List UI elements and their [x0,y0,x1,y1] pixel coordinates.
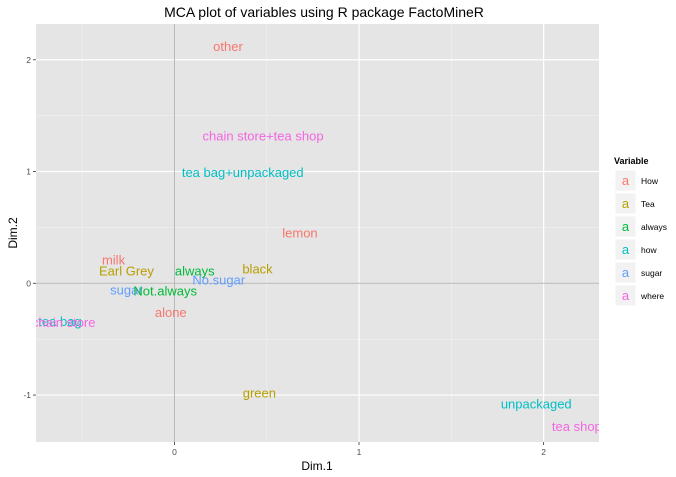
point-label: Earl Grey [99,264,154,279]
point-label: alone [155,305,187,320]
legend-label: how [641,245,657,255]
point-label: tea bag+unpackaged [182,165,304,180]
y-axis-title: Dim.2 [6,217,20,249]
point-label: always [175,264,215,279]
x-tick-label: 0 [172,447,177,457]
legend-label: always [641,222,667,232]
plot-panel [36,24,599,442]
point-label: tea bag [38,314,81,329]
legend-key-glyph: a [622,265,630,280]
point-label: chain store+tea shop [203,128,324,143]
legend-title: Variable [614,156,649,166]
y-tick-label: 0 [26,278,31,288]
y-tick-label: 1 [26,167,31,177]
y-tick-label: 2 [26,55,31,65]
x-tick-label: 2 [541,447,546,457]
legend-label: where [640,291,664,301]
point-label: green [243,385,276,400]
legend-label: How [641,176,659,186]
legend-key-glyph: a [622,173,630,188]
legend-key [614,169,637,192]
x-tick-label: 1 [357,447,362,457]
legend-key [614,192,637,215]
legend-key [614,261,637,284]
legend-key [614,284,637,307]
reference-lines [36,24,599,442]
legend-key [614,215,637,238]
point-label: other [213,39,243,54]
x-axis-title: Dim.1 [301,459,333,473]
legend-key-glyph: a [622,196,630,211]
point-labels: other chain store+tea shop tea bag+unpacka… [32,39,602,434]
x-axis-ticks: 0 1 2 [172,442,546,457]
legend-key-glyph: a [622,288,630,303]
y-tick-label: -1 [23,390,31,400]
point-label: lemon [282,226,317,241]
legend-key-glyph: a [622,242,630,257]
point-label: tea shop [552,419,602,434]
point-label: milk [102,252,126,267]
point-label: No.sugar [192,272,245,287]
point-label: Not.always [133,284,197,299]
point-label: black [242,261,273,276]
plot-title: MCA plot of variables using R package Fa… [164,4,484,20]
legend-key [614,238,637,261]
point-label: unpackaged [501,397,572,412]
legend-label: Tea [641,199,655,209]
point-label: sugar [110,283,143,298]
legend-key-glyph: a [622,219,630,234]
point-label: chain store [32,315,96,330]
legend-label: sugar [641,268,662,278]
minor-gridlines [36,24,599,442]
y-axis-ticks: -1 0 1 2 [23,55,36,400]
